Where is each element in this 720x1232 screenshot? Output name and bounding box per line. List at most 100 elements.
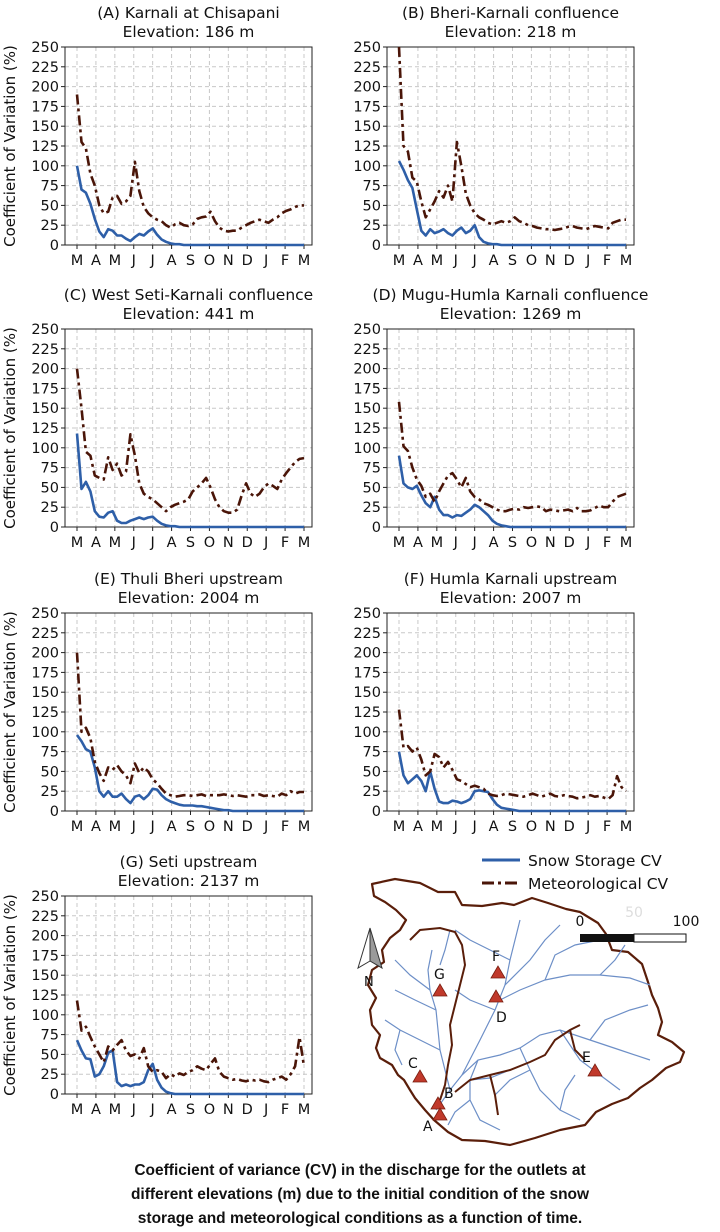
y-tick-label: 75 [41, 1028, 59, 1044]
y-tick-label: 0 [50, 238, 59, 254]
y-tick-label: 125 [353, 705, 381, 721]
chart-title: (D) Mugu-Humla Karnali confluence [373, 286, 649, 304]
x-tick-label: M [109, 1102, 122, 1118]
x-tick-label: A [413, 535, 423, 551]
y-tick-label: 0 [372, 238, 381, 254]
y-tick-label: 200 [353, 362, 381, 378]
x-tick-label: J [263, 1102, 268, 1118]
chart-subtitle: Elevation: 2007 m [440, 589, 582, 607]
site-marker-f [490, 965, 506, 979]
x-tick-label: F [603, 535, 611, 551]
x-tick-label: D [242, 253, 253, 269]
y-axis-label: Coefficient of Variation (%) [1, 327, 19, 529]
y-tick-label: 75 [363, 461, 381, 477]
y-tick-label: 50 [363, 764, 381, 780]
chart-title: (C) West Seti-Karnali confluence [64, 286, 313, 304]
x-tick-label: S [508, 253, 517, 269]
site-label-d: D [496, 1010, 507, 1026]
y-tick-label: 150 [31, 968, 59, 984]
meteorological-cv-line [397, 401, 627, 513]
x-tick-label: D [242, 819, 253, 835]
x-tick-label: J [131, 535, 136, 551]
x-tick-label: M [298, 819, 311, 835]
y-tick-label: 150 [353, 401, 381, 417]
x-tick-label: J [472, 253, 477, 269]
x-tick-label: J [131, 1102, 136, 1118]
chart-subtitle: Elevation: 2137 m [118, 872, 260, 890]
site-label-b: B [444, 1086, 454, 1102]
x-tick-label: F [281, 819, 289, 835]
x-tick-label: O [204, 819, 215, 835]
x-tick-label: D [242, 535, 253, 551]
site-marker-e [587, 1063, 603, 1077]
y-tick-label: 225 [353, 60, 381, 76]
snow-storage-cv-line [75, 734, 304, 813]
scale-label-100: 100 [673, 914, 700, 930]
x-tick-label: M [298, 535, 311, 551]
y-tick-label: 125 [31, 421, 59, 437]
y-tick-label: 250 [31, 889, 59, 905]
y-tick-label: 200 [353, 80, 381, 96]
y-tick-label: 50 [363, 198, 381, 214]
y-tick-label: 50 [41, 1047, 59, 1063]
x-tick-label: M [393, 819, 406, 835]
y-tick-label: 75 [41, 745, 59, 761]
snow-storage-cv-line [397, 455, 626, 529]
figure-caption: Coefficient of variance (CV) in the disc… [0, 1159, 720, 1231]
chart-title: (G) Seti upstream [120, 853, 258, 871]
y-tick-label: 225 [353, 626, 381, 642]
x-tick-label: O [204, 535, 215, 551]
site-marker-g [432, 983, 448, 997]
x-tick-label: M [71, 535, 84, 551]
scale-label-50: 50 [625, 905, 643, 921]
meteorological-cv-line [75, 652, 304, 799]
x-tick-label: J [150, 819, 155, 835]
y-tick-label: 200 [31, 80, 59, 96]
chart-subtitle: Elevation: 186 m [123, 23, 255, 41]
legend: Snow Storage CV Meteorological CV [482, 852, 669, 893]
x-tick-label: O [526, 535, 537, 551]
x-tick-label: F [281, 535, 289, 551]
y-tick-label: 125 [353, 421, 381, 437]
meteorological-cv-line [397, 709, 627, 801]
chart-subtitle: Elevation: 441 m [123, 305, 255, 323]
y-tick-label: 200 [31, 362, 59, 378]
x-tick-label: J [472, 819, 477, 835]
y-tick-label: 100 [353, 725, 381, 741]
meteorological-cv-line [75, 368, 305, 515]
y-tick-label: 225 [31, 626, 59, 642]
scale-bar: 0 50 100 [576, 905, 700, 943]
x-tick-label: J [263, 535, 268, 551]
x-tick-label: A [167, 1102, 177, 1118]
x-tick-label: J [585, 535, 590, 551]
x-tick-label: M [620, 819, 633, 835]
chart-title: (B) Bheri-Karnali confluence [402, 4, 619, 22]
x-tick-label: A [91, 1102, 101, 1118]
x-tick-label: M [620, 535, 633, 551]
site-label-f: F [492, 949, 500, 965]
y-tick-label: 100 [31, 1008, 59, 1024]
x-tick-label: N [223, 819, 234, 835]
y-tick-label: 0 [372, 804, 381, 820]
x-tick-label: S [508, 535, 517, 551]
x-tick-label: M [71, 253, 84, 269]
y-tick-label: 175 [31, 665, 59, 681]
y-tick-label: 25 [363, 784, 381, 800]
x-tick-label: D [564, 819, 575, 835]
site-label-a: A [423, 1119, 433, 1135]
site-marker-c [412, 1069, 428, 1083]
x-tick-label: F [603, 253, 611, 269]
y-axis-label: Coefficient of Variation (%) [1, 611, 19, 813]
site-label-g: G [434, 967, 445, 983]
x-tick-label: A [489, 253, 499, 269]
snow-storage-cv-line [397, 160, 626, 247]
x-tick-label: O [526, 819, 537, 835]
legend-snow-label: Snow Storage CV [528, 852, 662, 870]
x-tick-label: S [186, 535, 195, 551]
x-tick-label: O [204, 1102, 215, 1118]
y-tick-label: 100 [31, 441, 59, 457]
x-tick-label: N [545, 535, 556, 551]
snow-storage-cv-line [75, 433, 304, 529]
